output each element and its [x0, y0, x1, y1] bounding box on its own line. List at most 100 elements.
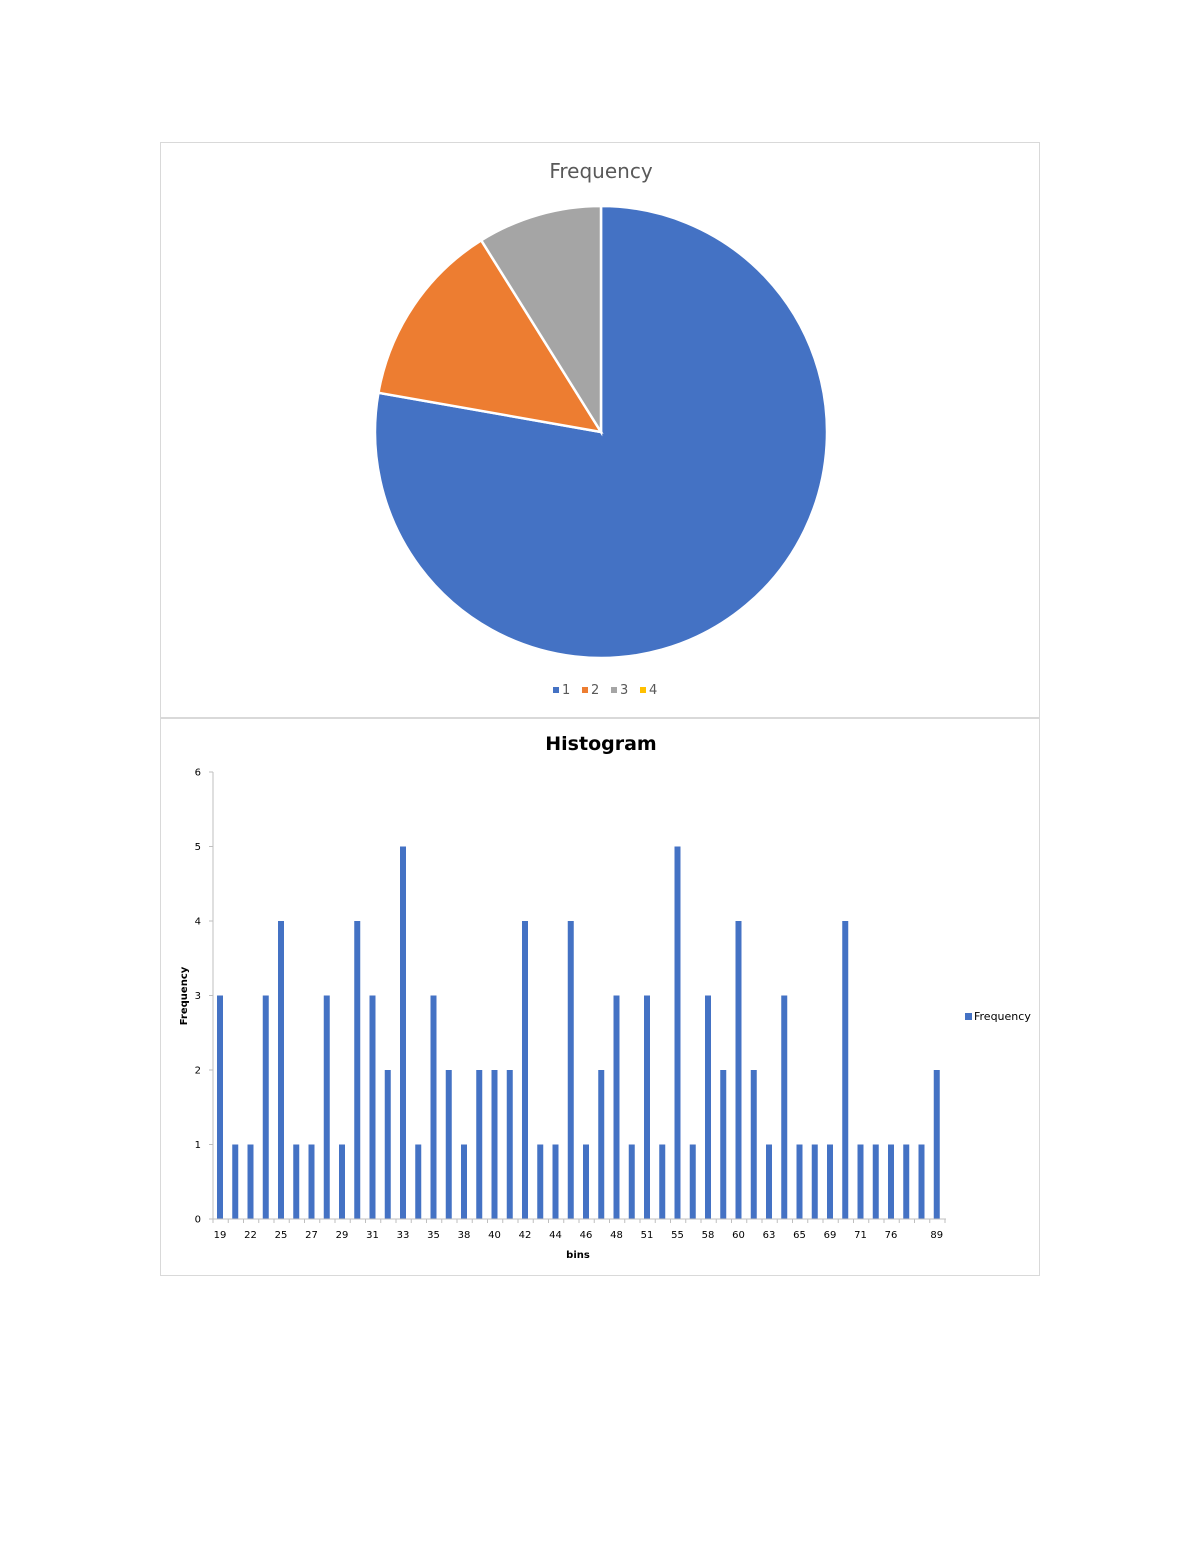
histogram-title: Histogram [545, 733, 656, 755]
y-tick-label: 1 [195, 1140, 201, 1151]
histogram-bar-34 [415, 1144, 422, 1219]
pie-legend: 1 2 3 4 [553, 683, 657, 698]
x-tick-label-40: 40 [488, 1230, 501, 1241]
histogram-bar-53 [659, 1144, 666, 1219]
x-tick-label-76: 76 [885, 1230, 898, 1241]
histogram-bar-58 [705, 995, 711, 1219]
x-tick-label-42: 42 [519, 1230, 532, 1241]
histogram-bar-29 [339, 1144, 345, 1219]
pie-slices [373, 204, 829, 660]
histogram-bar-41 [506, 1070, 513, 1219]
histogram-bar-31 [369, 995, 376, 1219]
x-tick-label-27: 27 [305, 1230, 318, 1241]
x-tick-label-71: 71 [854, 1230, 867, 1241]
pie-chart-title: Frequency [549, 159, 652, 183]
y-tick-label: 6 [195, 768, 201, 779]
histogram-x-axis: 19 22 25 27 29 31 33 35 38 40 42 44 46 48 51 55 58 60 63 65… [212, 1218, 946, 1241]
histogram-x-axis-title: bins [566, 1250, 590, 1261]
x-tick-label-46: 46 [580, 1230, 593, 1241]
histogram-bar-42 [522, 921, 528, 1219]
histogram-bar-47 [598, 1070, 605, 1219]
histogram-bar-76 [888, 1144, 894, 1219]
histogram-bar-63 [766, 1144, 772, 1219]
pie-slice-3 [479, 204, 603, 437]
histogram-bar-70 [842, 921, 849, 1219]
pie-slice-2 [376, 238, 604, 434]
legend-label-1: 1 [562, 683, 570, 698]
histogram-bar-27 [308, 1144, 315, 1219]
y-tick-label: 3 [195, 991, 201, 1002]
histogram-bar-24 [262, 995, 269, 1219]
histogram-bar-77 [903, 1144, 910, 1219]
legend-label-4: 4 [649, 683, 657, 698]
histogram-bar-26 [293, 1144, 300, 1219]
histogram-bar-72 [872, 1144, 879, 1219]
histogram-bars [217, 846, 940, 1219]
x-tick-label-35: 35 [427, 1230, 440, 1241]
legend-label-3: 3 [620, 683, 628, 698]
x-tick-label-38: 38 [458, 1230, 471, 1241]
x-tick-label-63: 63 [763, 1230, 776, 1241]
histogram-legend-label: Frequency [974, 1010, 1031, 1023]
histogram-bar-33 [400, 846, 406, 1219]
x-tick-label-51: 51 [641, 1230, 654, 1241]
histogram-y-axis: 0 1 2 3 4 5 6 [195, 768, 214, 1226]
histogram-bar-66 [811, 1144, 818, 1219]
histogram-bar-65 [796, 1144, 803, 1219]
histogram-bar-51 [644, 995, 650, 1219]
histogram-chart-frame: Histogram 0 1 2 3 4 5 6 19 22 25 27 29 31 33 35 38 40 42… [160, 718, 1040, 1276]
pie-chart-svg: Frequency 1 2 3 4 [373, 159, 829, 698]
histogram-legend-swatch [965, 1013, 972, 1020]
histogram-bar-37 [445, 1070, 452, 1219]
x-tick-label-69: 69 [824, 1230, 837, 1241]
x-tick-label-33: 33 [397, 1230, 410, 1241]
histogram-bar-22 [247, 1144, 254, 1219]
histogram-bar-46 [583, 1144, 589, 1219]
pie-slice-1 [373, 204, 829, 660]
histogram-bar-55 [674, 846, 681, 1219]
histogram-bar-59 [720, 1070, 727, 1219]
histogram-bar-89 [933, 1070, 940, 1219]
histogram-bar-78 [918, 1144, 925, 1219]
histogram-bar-21 [232, 1144, 239, 1219]
histogram-bar-49 [628, 1144, 635, 1219]
legend-swatch-3 [611, 687, 617, 693]
x-tick-label-19: 19 [214, 1230, 227, 1241]
x-tick-label-31: 31 [366, 1230, 379, 1241]
histogram-bar-71 [857, 1144, 864, 1219]
histogram-bar-60 [735, 921, 742, 1219]
legend-swatch-1 [553, 687, 559, 693]
x-tick-label-48: 48 [610, 1230, 623, 1241]
histogram-bar-39 [476, 1070, 483, 1219]
histogram-bar-43 [537, 1144, 544, 1219]
x-tick-label-89: 89 [930, 1230, 943, 1241]
legend-label-2: 2 [591, 683, 599, 698]
histogram-bar-19 [217, 995, 223, 1219]
histogram-bar-35 [430, 995, 437, 1219]
histogram-bar-28 [323, 995, 330, 1219]
x-tick-label-44: 44 [549, 1230, 562, 1241]
legend-swatch-2 [582, 687, 588, 693]
histogram-bar-32 [384, 1070, 391, 1219]
histogram-bar-64 [781, 995, 788, 1219]
histogram-chart-svg: Histogram 0 1 2 3 4 5 6 19 22 25 27 29 31 33 35 38 40 42… [179, 733, 1031, 1261]
histogram-bar-48 [613, 995, 620, 1219]
y-tick-label: 4 [195, 917, 201, 928]
histogram-bar-25 [278, 921, 284, 1219]
y-tick-label: 2 [195, 1066, 201, 1077]
histogram-bar-57 [689, 1144, 696, 1219]
histogram-bar-45 [567, 921, 574, 1219]
x-tick-label-22: 22 [244, 1230, 257, 1241]
legend-swatch-4 [640, 687, 646, 693]
histogram-bar-40 [491, 1070, 498, 1219]
y-tick-label: 0 [195, 1215, 201, 1226]
x-tick-label-58: 58 [702, 1230, 715, 1241]
histogram-bar-30 [354, 921, 361, 1219]
pie-chart-frame: Frequency 1 2 3 4 [160, 142, 1040, 718]
histogram-bar-38 [461, 1144, 467, 1219]
x-tick-label-29: 29 [336, 1230, 349, 1241]
y-tick-label: 5 [195, 842, 201, 853]
histogram-bar-62 [750, 1070, 757, 1219]
x-tick-label-60: 60 [732, 1230, 745, 1241]
histogram-legend: Frequency [965, 1010, 1031, 1023]
